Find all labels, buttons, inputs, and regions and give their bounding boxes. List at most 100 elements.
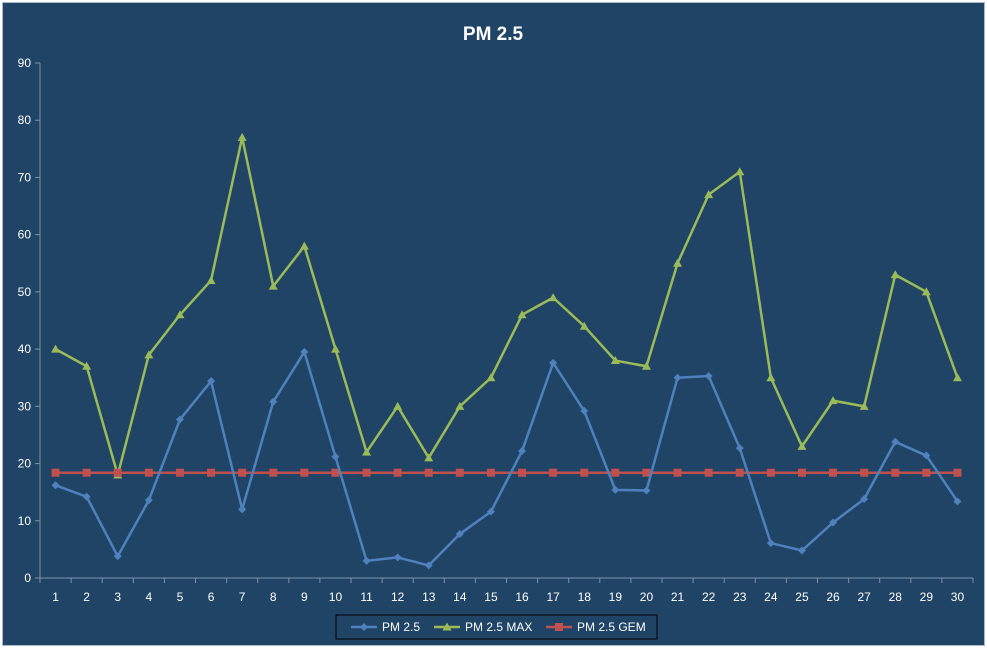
data-point-pm-2-5-gem [486, 468, 495, 477]
x-tick-label: 23 [733, 590, 747, 604]
y-tick-label: 0 [24, 571, 31, 585]
data-point-pm-2-5-max [330, 344, 340, 353]
data-point-pm-2-5-max [579, 321, 589, 330]
data-point-pm-2-5-gem [300, 468, 309, 477]
data-point-pm-2-5 [175, 415, 184, 424]
data-point-pm-2-5-max [952, 373, 962, 382]
x-tick-label: 11 [360, 590, 373, 604]
data-point-pm-2-5-max [393, 401, 403, 410]
x-tick-label: 12 [391, 590, 405, 604]
legend-marker-pm-2-5-max [442, 622, 452, 631]
x-tick-label: 15 [484, 590, 498, 604]
data-point-pm-2-5 [207, 377, 216, 386]
data-point-pm-2-5-gem [922, 468, 931, 477]
data-point-pm-2-5 [269, 397, 278, 406]
data-point-pm-2-5-max [175, 310, 185, 319]
legend: PM 2.5 PM 2.5 MAX PM 2.5 GEM [335, 614, 658, 640]
data-point-pm-2-5 [362, 556, 371, 565]
data-point-pm-2-5 [424, 561, 433, 570]
data-point-pm-2-5 [238, 505, 247, 514]
data-point-pm-2-5-max [299, 241, 309, 250]
y-tick-label: 90 [18, 56, 32, 70]
data-point-pm-2-5 [673, 373, 682, 382]
data-point-pm-2-5-max [548, 293, 558, 302]
data-point-pm-2-5-max [82, 361, 92, 370]
data-point-pm-2-5-gem [51, 468, 60, 477]
data-point-pm-2-5 [393, 553, 402, 562]
data-point-pm-2-5 [891, 437, 900, 446]
data-point-pm-2-5-max [268, 281, 278, 290]
data-point-pm-2-5 [486, 507, 495, 516]
x-tick-label: 20 [640, 590, 654, 604]
data-point-pm-2-5 [144, 496, 153, 505]
x-tick-label: 26 [826, 590, 840, 604]
x-tick-label: 22 [702, 590, 716, 604]
data-point-pm-2-5-max [828, 396, 838, 405]
x-tick-label: 16 [515, 590, 529, 604]
legend-marker-pm-2-5-gem [555, 623, 563, 631]
legend-label-pm-2-5-max: PM 2.5 MAX [465, 620, 532, 634]
series-pm-2-5-max [51, 132, 962, 479]
data-point-pm-2-5-max [362, 447, 372, 456]
x-tick-label: 9 [301, 590, 308, 604]
data-point-pm-2-5-max [455, 401, 465, 410]
data-point-pm-2-5 [331, 452, 340, 461]
data-point-pm-2-5 [766, 539, 775, 548]
y-tick-label: 80 [18, 113, 32, 127]
data-point-pm-2-5-gem [673, 468, 682, 477]
series-pm-2-5-gem [51, 468, 962, 477]
data-point-pm-2-5-max [486, 373, 496, 382]
data-point-pm-2-5-gem [238, 468, 247, 477]
data-point-pm-2-5 [797, 546, 806, 555]
data-point-pm-2-5 [300, 347, 309, 356]
legend-label-pm-2-5-gem: PM 2.5 GEM [577, 620, 646, 634]
data-point-pm-2-5-max [890, 270, 900, 279]
data-point-pm-2-5-gem [611, 468, 620, 477]
data-point-pm-2-5-max [424, 453, 434, 462]
y-tick-label: 10 [18, 514, 32, 528]
x-tick-label: 19 [609, 590, 623, 604]
x-tick-label: 29 [920, 590, 934, 604]
data-point-pm-2-5-max [673, 258, 683, 267]
data-point-pm-2-5-gem [953, 468, 962, 477]
y-tick-label: 30 [18, 399, 32, 413]
x-tick-label: 7 [239, 590, 246, 604]
data-point-pm-2-5-gem [455, 468, 464, 477]
data-point-pm-2-5-max [51, 344, 61, 353]
data-point-pm-2-5-gem [860, 468, 869, 477]
x-tick-label: 17 [546, 590, 560, 604]
data-point-pm-2-5-gem [735, 468, 744, 477]
series-line-pm-2-5-max [54, 136, 959, 477]
data-point-pm-2-5 [922, 451, 931, 460]
data-point-pm-2-5-max [921, 287, 931, 296]
x-tick-label: 1 [52, 590, 59, 604]
data-point-pm-2-5 [829, 518, 838, 527]
x-tick-label: 28 [889, 590, 903, 604]
legend-box [335, 614, 658, 640]
data-point-pm-2-5-max [704, 190, 714, 199]
data-point-pm-2-5-max [641, 361, 651, 370]
data-point-pm-2-5 [518, 446, 527, 455]
x-tick-label: 27 [857, 590, 871, 604]
chart-title: PM 2.5 [463, 24, 524, 45]
data-point-pm-2-5-gem [207, 468, 216, 477]
data-point-pm-2-5-gem [766, 468, 775, 477]
data-point-pm-2-5-gem [175, 468, 184, 477]
x-tick-label: 2 [83, 590, 90, 604]
data-point-pm-2-5 [549, 358, 558, 367]
data-point-pm-2-5-max [206, 275, 216, 284]
data-point-pm-2-5 [455, 529, 464, 538]
data-point-pm-2-5-gem [393, 468, 402, 477]
data-point-pm-2-5-gem [797, 468, 806, 477]
y-tick-label: 50 [18, 285, 32, 299]
data-point-pm-2-5 [704, 372, 713, 381]
data-point-pm-2-5-gem [642, 468, 651, 477]
data-point-pm-2-5-gem [829, 468, 838, 477]
x-tick-label: 24 [764, 590, 778, 604]
y-tick-label: 40 [18, 342, 32, 356]
data-point-pm-2-5-max [610, 356, 620, 365]
data-point-pm-2-5-gem [891, 468, 900, 477]
